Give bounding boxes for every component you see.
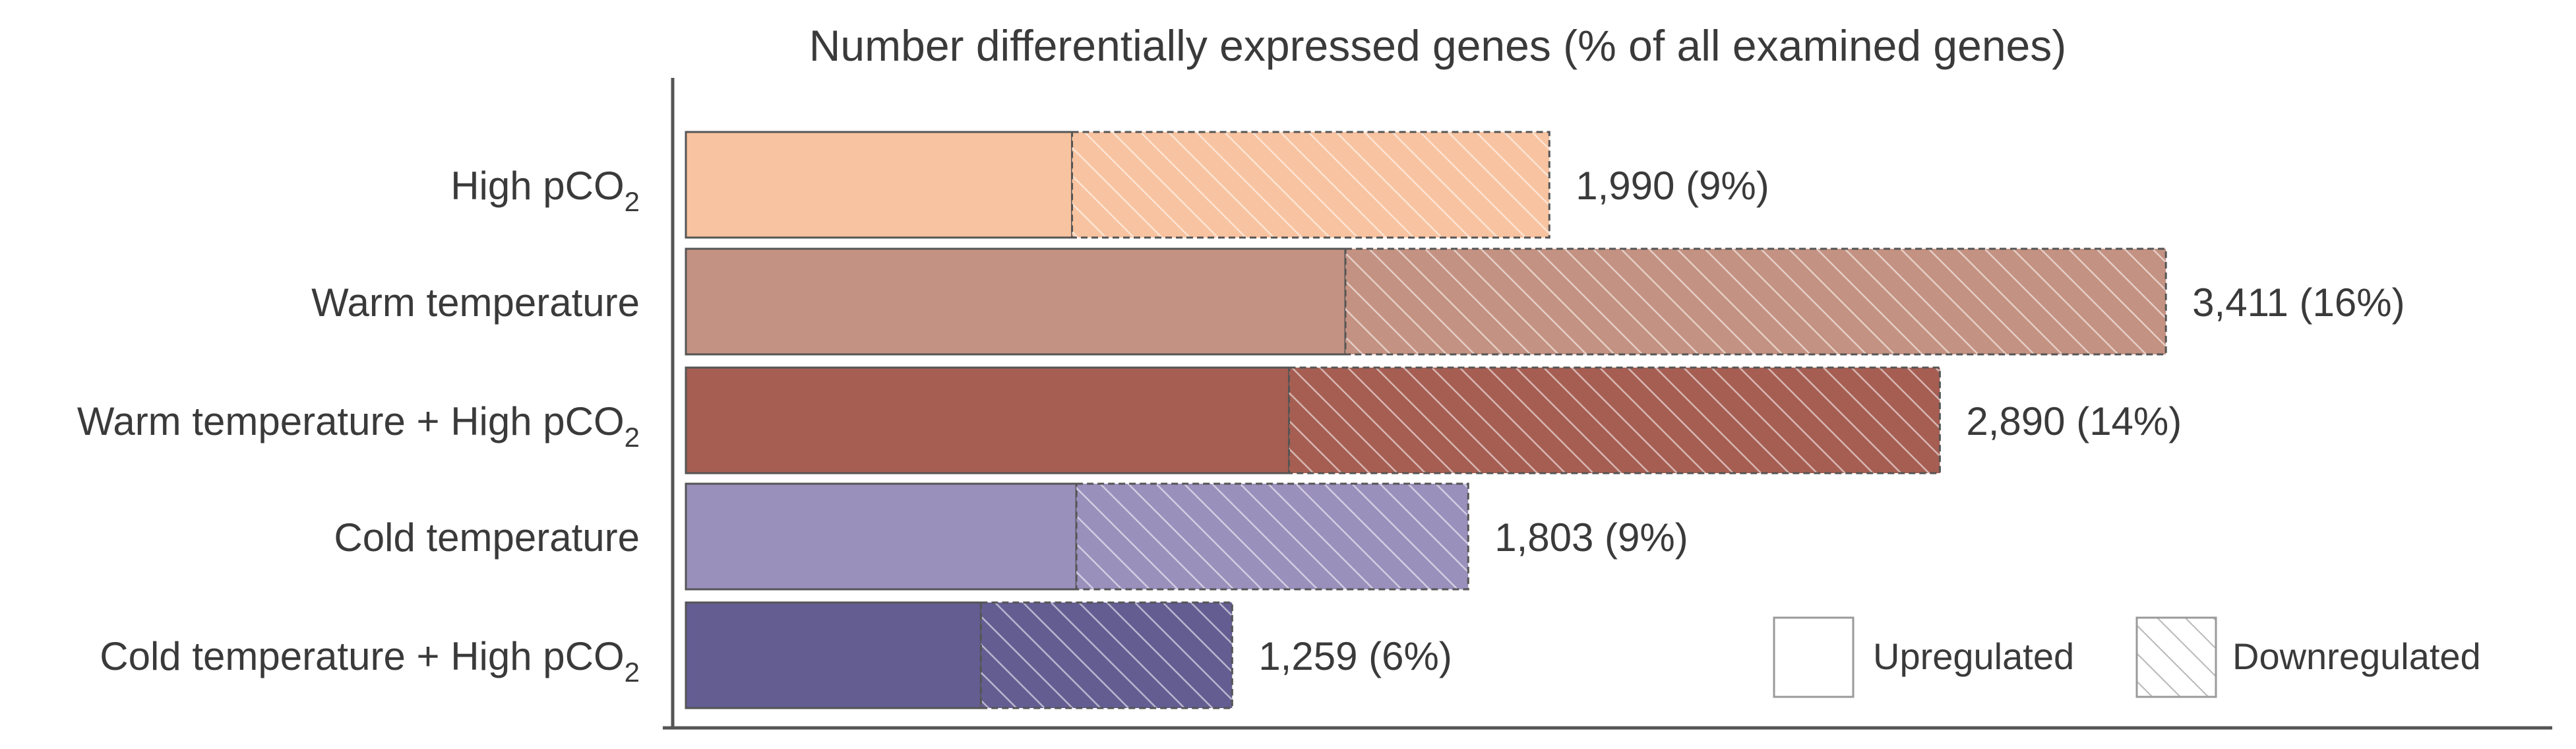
data-label: 1,990 (9%) xyxy=(1576,164,1769,208)
legend-label-upregulated: Upregulated xyxy=(1873,635,2074,677)
bar-upregulated-0 xyxy=(685,131,1074,239)
category-label: High pCO2 xyxy=(450,164,640,217)
data-labels: 1,990 (9%) 3,411 (16%) 2,890 (14%) 1,803 (9… xyxy=(1258,164,2405,678)
legend-label-downregulated: Downregulated xyxy=(2232,635,2481,677)
legend-swatch-upregulated xyxy=(1773,616,1855,698)
bar-upregulated-1 xyxy=(685,247,1347,356)
category-label-subscript: 2 xyxy=(625,657,640,688)
legend: Upregulated Downregulated xyxy=(1773,616,2481,698)
category-label: Warm temperature + High pCO2 xyxy=(77,399,640,453)
category-label: Warm temperature xyxy=(311,280,640,325)
data-label: 2,890 (14%) xyxy=(1966,399,2182,443)
bar-upregulated-3 xyxy=(685,482,1078,591)
bar-downregulated-4 xyxy=(979,601,1233,709)
bars-group xyxy=(685,131,2167,709)
bar-upregulated-4 xyxy=(685,601,982,709)
legend-swatch-downregulated xyxy=(2135,616,2217,698)
category-label-subscript: 2 xyxy=(625,186,640,217)
bar-downregulated-3 xyxy=(1075,482,1469,591)
bar-upregulated-2 xyxy=(685,366,1291,474)
data-label: 1,803 (9%) xyxy=(1494,515,1688,560)
chart-title: Number differentially expressed genes (%… xyxy=(809,21,2066,70)
bar-downregulated-1 xyxy=(1344,247,2167,356)
bar-downregulated-0 xyxy=(1071,131,1550,239)
category-label-subscript: 2 xyxy=(625,422,640,453)
data-label: 1,259 (6%) xyxy=(1258,634,1452,678)
bar-downregulated-2 xyxy=(1288,366,1941,474)
data-label: 3,411 (16%) xyxy=(2192,280,2405,325)
category-label: Cold temperature xyxy=(334,515,640,560)
category-label: Cold temperature + High pCO2 xyxy=(100,634,640,688)
category-labels: High pCO2 Warm temperature Warm temperatur… xyxy=(77,164,640,688)
